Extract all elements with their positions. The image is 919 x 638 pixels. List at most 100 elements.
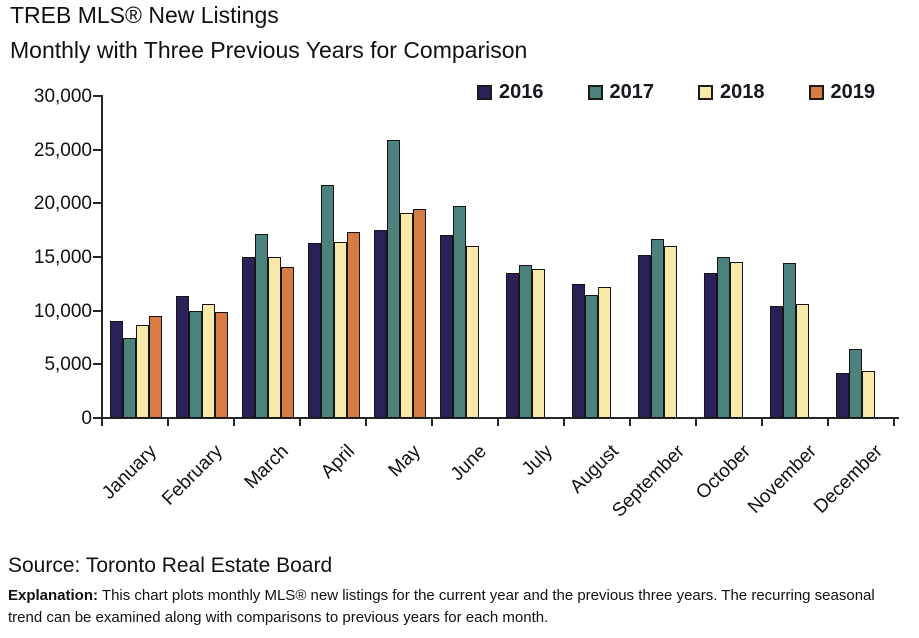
source-text: Source: Toronto Real Estate Board	[8, 554, 333, 577]
y-axis-tick	[93, 417, 101, 419]
explanation-label: Explanation:	[8, 587, 99, 604]
bar-august-2018	[598, 287, 611, 418]
legend-swatch-icon	[587, 85, 603, 100]
x-axis-label-february: February	[158, 441, 227, 510]
y-axis-line	[101, 95, 103, 419]
bar-july-2016	[506, 273, 519, 418]
bar-june-2017	[453, 206, 466, 418]
bar-december-2017	[849, 349, 862, 418]
bar-july-2018	[532, 269, 545, 418]
bar-november-2016	[770, 306, 783, 418]
x-axis-label-december: December	[810, 441, 887, 518]
x-axis-tick	[893, 419, 895, 426]
legend-entry-2017: 2017	[587, 81, 654, 104]
legend-label: 2018	[720, 81, 765, 103]
bar-april-2017	[321, 185, 334, 418]
y-axis-tick	[93, 363, 101, 366]
legend-entry-2019: 2019	[808, 81, 876, 104]
y-axis-tick-label: 25,000	[33, 139, 92, 161]
y-axis-tick-label: 20,000	[33, 193, 92, 215]
bar-july-2017	[519, 265, 532, 418]
x-axis-label-january: January	[98, 441, 161, 504]
y-axis-tick	[93, 202, 101, 205]
x-axis-label-august: August	[566, 441, 623, 498]
plot-area: 0 5,000 10,000 15,000 20,000 25,000 30,000 Janu…	[33, 86, 899, 522]
bar-december-2016	[836, 373, 849, 418]
bar-april-2016	[308, 243, 321, 418]
bar-june-2018	[466, 246, 479, 418]
bar-february-2018	[202, 304, 215, 418]
x-axis-label-march: March	[240, 441, 293, 494]
bar-august-2016	[572, 284, 585, 418]
explanation-text: This chart plots monthly MLS® new listin…	[8, 587, 875, 626]
y-axis-tick	[93, 256, 101, 258]
legend: 2016 2017 2018 2019	[477, 81, 875, 104]
legend-label: 2016	[499, 81, 544, 103]
bar-october-2017	[717, 257, 730, 418]
explanation-paragraph: Explanation: This chart plots monthly ML…	[8, 585, 913, 629]
bar-may-2019	[413, 209, 426, 418]
y-axis-tick-label: 15,000	[33, 247, 92, 268]
bar-september-2016	[638, 255, 651, 418]
bar-august-2017	[585, 295, 598, 418]
bar-june-2016	[440, 235, 453, 418]
bar-march-2018	[268, 257, 281, 418]
legend-entry-2016: 2016	[477, 81, 544, 104]
x-axis-tick	[167, 419, 169, 426]
legend-swatch-icon	[477, 85, 492, 100]
y-axis-tick	[93, 95, 101, 97]
x-axis-label-may: May	[384, 441, 425, 482]
x-axis-tick	[365, 419, 367, 426]
bar-november-2017	[783, 263, 796, 418]
legend-swatch-icon	[698, 85, 713, 100]
bar-september-2017	[651, 239, 664, 418]
x-axis-tick	[563, 419, 565, 426]
y-axis-tick-label: 30,000	[33, 86, 92, 107]
bar-january-2019	[149, 316, 162, 418]
bar-march-2017	[255, 234, 268, 418]
x-axis-line	[101, 417, 899, 419]
bar-january-2018	[136, 325, 149, 418]
bar-april-2018	[334, 242, 347, 418]
bar-october-2018	[730, 262, 743, 418]
x-axis-tick	[101, 419, 103, 426]
x-axis-tick	[695, 419, 697, 426]
y-axis-tick-label: 5,000	[44, 354, 92, 376]
bar-september-2018	[664, 246, 677, 418]
bar-february-2017	[189, 311, 202, 418]
y-axis-tick	[93, 148, 101, 151]
x-axis-tick	[827, 419, 829, 426]
x-axis-label-september: September	[608, 441, 689, 522]
x-axis-tick	[431, 419, 433, 426]
x-axis-label-november: November	[744, 441, 821, 518]
bar-march-2016	[242, 257, 255, 418]
bar-december-2018	[862, 371, 875, 418]
x-axis-tick	[233, 419, 235, 426]
bar-january-2016	[110, 321, 123, 418]
bar-march-2019	[281, 267, 294, 418]
bar-april-2019	[347, 232, 360, 418]
bar-november-2018	[796, 304, 809, 418]
legend-label: 2019	[830, 81, 876, 103]
bar-february-2016	[176, 296, 189, 418]
x-axis-tick	[761, 419, 763, 426]
bar-january-2017	[123, 338, 136, 418]
chart-subtitle: Monthly with Three Previous Years for Co…	[10, 37, 528, 63]
x-axis-label-october: October	[692, 441, 755, 504]
chart-title: TREB MLS® New Listings	[10, 2, 279, 28]
x-axis-tick	[299, 419, 301, 426]
x-axis-label-april: April	[317, 441, 359, 483]
bar-may-2016	[374, 230, 387, 418]
x-axis-label-june: June	[446, 441, 491, 485]
y-axis-tick	[93, 309, 101, 312]
legend-swatch-icon	[808, 85, 824, 100]
bar-may-2017	[387, 140, 400, 418]
x-axis-tick	[497, 419, 499, 426]
x-axis-label-july: July	[518, 441, 557, 480]
y-axis-tick-label: 0	[81, 408, 92, 429]
y-axis-tick-label: 10,000	[33, 300, 92, 322]
bar-february-2019	[215, 312, 228, 418]
bar-october-2016	[704, 273, 717, 418]
legend-entry-2018: 2018	[698, 81, 765, 104]
